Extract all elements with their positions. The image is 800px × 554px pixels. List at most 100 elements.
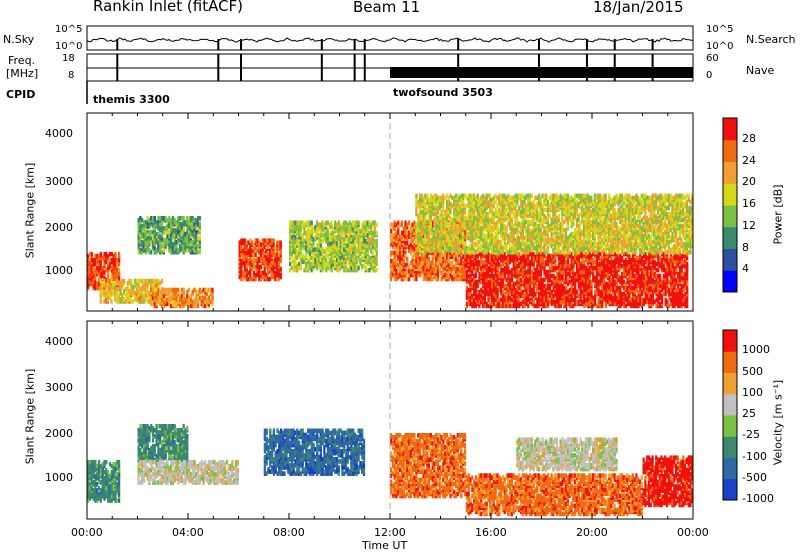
data-cell (249, 238, 252, 243)
data-cell (368, 230, 371, 236)
data-cell (505, 289, 508, 295)
data-cell (101, 288, 104, 294)
data-cell (527, 287, 530, 293)
data-cell (585, 257, 588, 263)
data-cell (413, 224, 416, 230)
data-cell (330, 247, 333, 252)
data-cell (628, 279, 631, 285)
data-cell (601, 255, 604, 261)
data-cell (408, 234, 411, 240)
data-cell (344, 226, 348, 232)
data-cell (411, 270, 414, 276)
data-cell (534, 283, 537, 289)
data-cell (478, 293, 481, 299)
data-cell (364, 220, 367, 226)
data-cell (189, 303, 192, 309)
data-cell (498, 281, 501, 287)
data-cell (613, 279, 617, 285)
data-cell (547, 283, 550, 289)
data-cell (337, 257, 340, 263)
data-cell (290, 247, 293, 252)
data-cell (289, 220, 292, 226)
data-cell (597, 261, 600, 267)
data-cell (568, 279, 571, 285)
data-cell (352, 226, 355, 232)
data-cell (482, 289, 485, 295)
data-cell (651, 259, 654, 265)
data-cell (422, 234, 425, 240)
data-cell (525, 289, 528, 295)
data-cell (496, 297, 499, 303)
data-cell (157, 278, 160, 284)
data-cell (534, 275, 537, 281)
data-cell (655, 267, 658, 273)
data-cell (592, 295, 595, 301)
data-cell (480, 279, 483, 285)
data-cell (648, 265, 651, 271)
data-cell (621, 271, 624, 277)
data-cell (566, 301, 570, 307)
data-cell (456, 258, 459, 264)
data-cell (603, 283, 606, 289)
data-cell (525, 269, 528, 275)
data-cell (317, 226, 321, 232)
data-cell (473, 273, 476, 279)
data-cell (346, 234, 349, 240)
data-cell (657, 297, 660, 303)
data-cell (633, 295, 636, 301)
data-cell (557, 283, 561, 289)
data-cell (397, 220, 400, 226)
data-cell (559, 255, 562, 261)
data-cell (561, 287, 564, 293)
data-cell (279, 266, 282, 272)
data-cell (391, 222, 394, 228)
data-cell (557, 295, 561, 301)
data-cell (613, 289, 617, 295)
data-cell (198, 239, 201, 245)
data-cell (110, 299, 113, 304)
data-cell (543, 291, 546, 297)
data-cell (491, 267, 494, 273)
data-cell (498, 255, 501, 261)
data-cell (88, 257, 91, 263)
data-cell (375, 239, 378, 244)
data-cell (308, 251, 311, 256)
data-cell (276, 272, 279, 278)
data-cell (402, 266, 405, 272)
data-cell (529, 265, 532, 271)
data-cell (258, 272, 261, 278)
data-cell (366, 247, 369, 252)
data-cell (411, 222, 414, 228)
data-cell (305, 247, 308, 252)
data-cell (361, 245, 364, 250)
data-cell (637, 273, 640, 279)
data-cell (574, 299, 577, 305)
data-cell (543, 277, 546, 283)
data-cell (323, 261, 326, 267)
data-cell (433, 266, 436, 272)
data-cell (155, 231, 158, 237)
data-cell (240, 270, 243, 276)
data-cell (254, 276, 257, 282)
data-cell (247, 240, 250, 245)
data-cell (130, 284, 133, 290)
data-cell (242, 248, 245, 254)
data-cell (613, 251, 617, 257)
data-cell (150, 287, 153, 293)
data-cell (191, 216, 194, 221)
data-cell (268, 242, 272, 248)
data-cell (240, 238, 243, 243)
data-cell (116, 271, 119, 277)
data-cell (608, 275, 611, 281)
data-cell (631, 279, 635, 285)
data-cell (615, 295, 618, 301)
data-cell (130, 278, 133, 284)
data-cell (606, 289, 609, 295)
data-cell (323, 255, 326, 261)
data-cell (644, 271, 647, 277)
data-cell (463, 274, 467, 280)
data-cell (586, 301, 589, 307)
data-cell (268, 258, 272, 264)
data-cell (557, 253, 561, 259)
data-cell (615, 281, 618, 287)
